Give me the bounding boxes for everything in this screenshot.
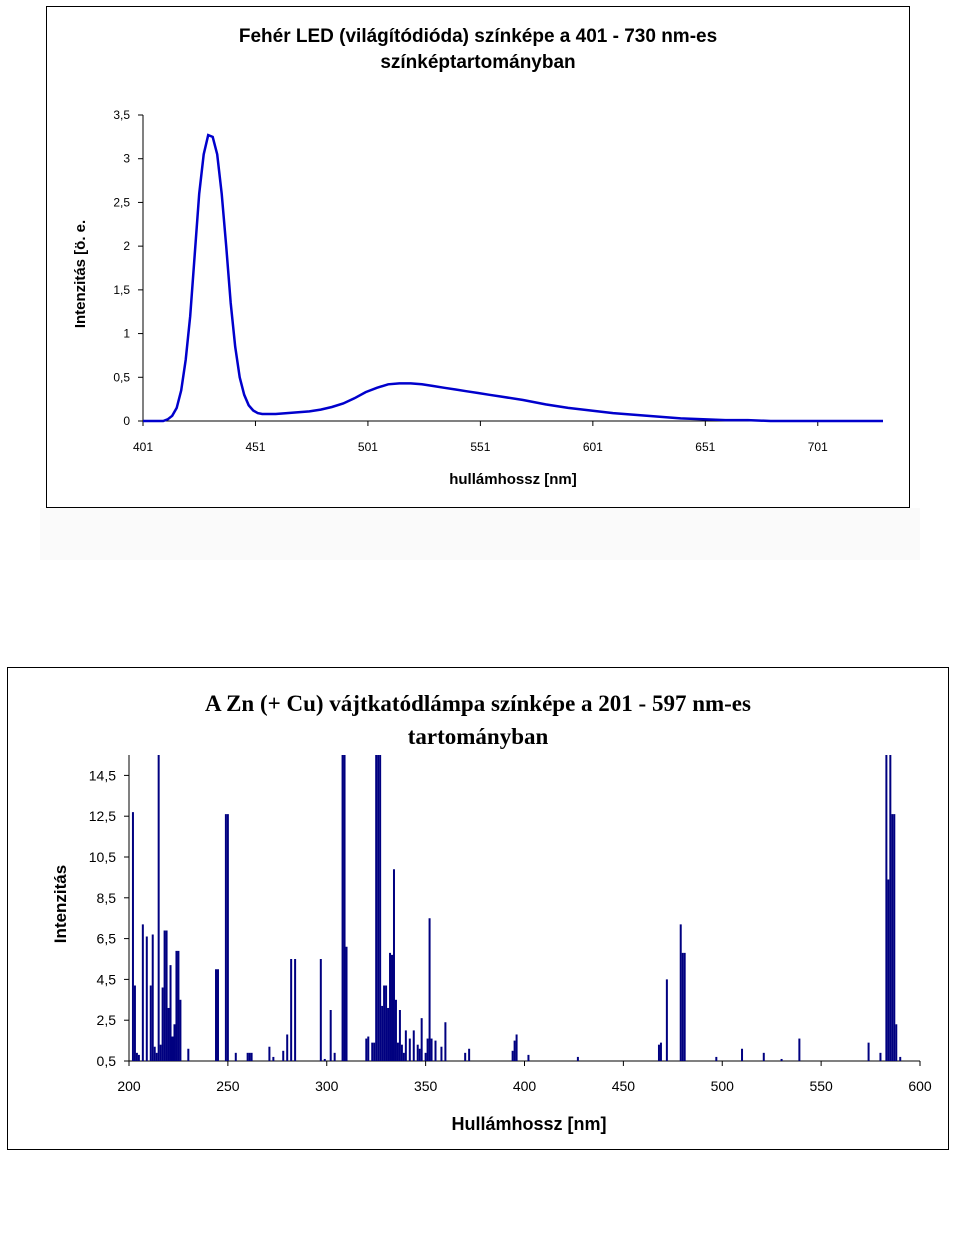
y-tick-label: 3,5: [113, 108, 130, 122]
x-tick-label: 651: [695, 440, 715, 454]
y-tick-label: 6,5: [97, 931, 117, 947]
led-spectrum-plot: 0 0,5 1 1,5 2 2,5 3 3,5 401 451 501 551 601 651 701 hul…: [72, 108, 883, 488]
y-axis-label: Intenzitás [ö. e.: [72, 220, 89, 328]
y-tick-label: 2,5: [97, 1012, 117, 1028]
zn-cu-spectrum-plot: 0,5 2,5 4,5 6,5 8,5 10,5 12,5 14,5 200 250 300 350 4…: [51, 755, 932, 1134]
x-tick-label: 350: [414, 1078, 438, 1094]
x-tick-label: 400: [513, 1078, 537, 1094]
x-tick-label: 451: [245, 440, 265, 454]
y-tick-label: 0,5: [97, 1053, 117, 1069]
x-tick-label: 551: [470, 440, 490, 454]
y-tick-label: 14,5: [89, 767, 116, 783]
x-tick-label: 401: [133, 440, 153, 454]
y-tick-label: 1,5: [113, 283, 130, 297]
x-tick-label: 600: [908, 1078, 932, 1094]
y-tick-label: 1: [123, 327, 130, 341]
x-tick-label: 500: [711, 1078, 735, 1094]
panel-shadow: [40, 508, 920, 560]
x-tick-label: 550: [809, 1078, 833, 1094]
y-tick-label: 2: [123, 239, 130, 253]
y-tick-label: 2,5: [113, 195, 130, 209]
x-tick-label: 701: [808, 440, 828, 454]
y-tick-label: 10,5: [89, 849, 116, 865]
x-tick-label: 250: [216, 1078, 240, 1094]
y-tick-label: 12,5: [89, 808, 116, 824]
chart-title-line1: Fehér LED (világítódióda) színképe a 401…: [238, 26, 718, 47]
led-spectrum-chart: Fehér LED (világítódióda) színképe a 401…: [46, 6, 910, 508]
chart-title-line2: színképtartományban: [380, 52, 576, 73]
y-tick-label: 0: [123, 414, 130, 428]
x-tick-label: 601: [583, 440, 603, 454]
x-tick-label: 501: [358, 440, 378, 454]
y-tick-label: 3: [123, 152, 130, 166]
y-tick-label: 0,5: [113, 370, 130, 384]
chart-title-line1: A Zn (+ Cu) vájtkatódlámpa színképe a 20…: [205, 691, 751, 716]
x-tick-label: 450: [612, 1078, 636, 1094]
zn-cu-lamp-spectrum-chart: A Zn (+ Cu) vájtkatódlámpa színképe a 20…: [7, 667, 949, 1150]
y-tick-label: 4,5: [97, 971, 117, 987]
spectrum-line: [143, 133, 883, 423]
y-tick-label: 8,5: [97, 890, 117, 906]
chart-title-line2: tartományban: [407, 724, 549, 749]
x-tick-label: 200: [117, 1078, 141, 1094]
y-axis-label: Intenzitás: [51, 865, 70, 943]
x-axis-label: hullámhossz [nm]: [449, 471, 577, 488]
x-tick-label: 300: [315, 1078, 339, 1094]
x-axis-label: Hullámhossz [nm]: [451, 1114, 606, 1134]
